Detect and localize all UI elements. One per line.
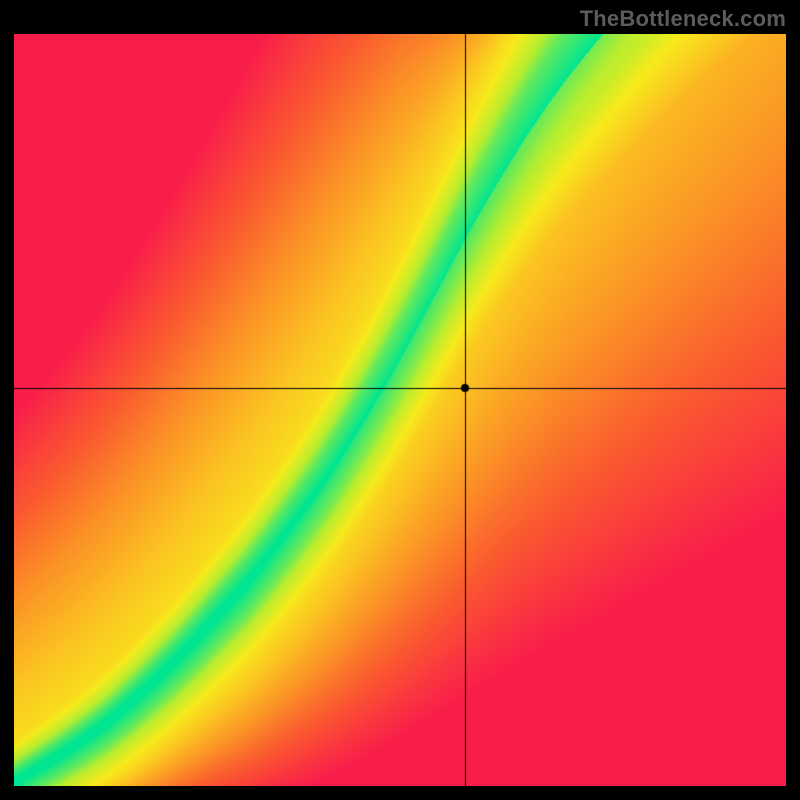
heatmap-plot: [14, 34, 786, 786]
chart-container: TheBottleneck.com: [0, 0, 800, 800]
heatmap-canvas: [14, 34, 786, 786]
watermark-text: TheBottleneck.com: [580, 6, 786, 32]
